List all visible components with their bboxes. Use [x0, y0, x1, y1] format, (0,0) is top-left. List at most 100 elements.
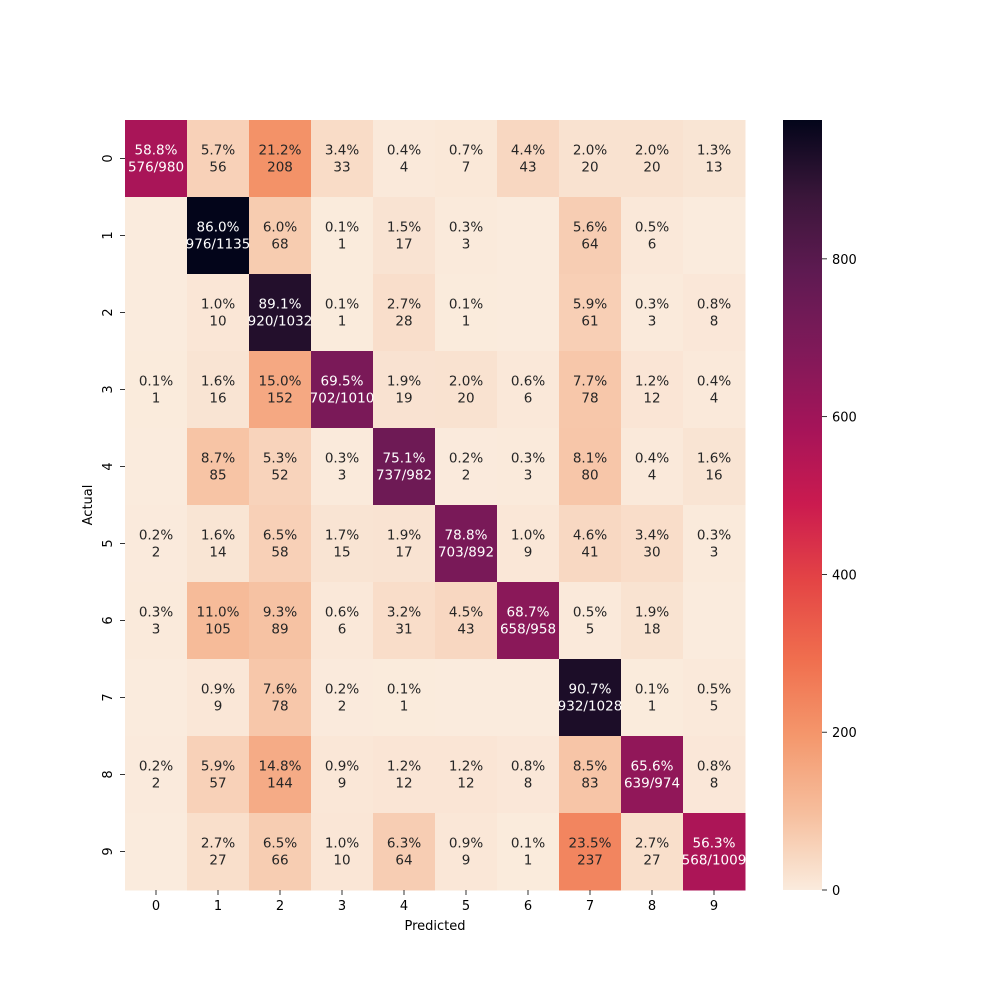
- cell-percent: 68.7%: [507, 605, 550, 621]
- cell-r8-c7: [559, 736, 622, 814]
- cell-r4-c1: [187, 428, 250, 506]
- cell-label-r9-c8: 2.7% 27: [635, 836, 669, 869]
- cell-count: 3: [524, 468, 533, 484]
- cell-label-r5-c9: 0.3% 3: [697, 528, 731, 561]
- cell-percent: 8.1%: [573, 451, 607, 467]
- cell-percent: 69.5%: [321, 374, 364, 390]
- cell-label-r0-c7: 2.0% 20: [573, 143, 607, 176]
- cell-r1-c7: [559, 197, 622, 275]
- cell-label-r5-c5: 78.8% 703/892: [438, 528, 494, 561]
- cell-count: 1: [648, 699, 657, 715]
- cell-percent: 0.3%: [511, 451, 545, 467]
- cell-percent: 0.5%: [697, 682, 731, 698]
- cell-r0-c4: [373, 120, 436, 198]
- cell-label-r0-c8: 2.0% 20: [635, 143, 669, 176]
- cell-r8-c9: [683, 736, 746, 814]
- cell-count: 80: [581, 468, 598, 484]
- cell-count: 20: [581, 160, 598, 176]
- cell-r6-c0: [125, 582, 188, 660]
- cell-count: 737/982: [376, 468, 432, 484]
- cell-label-r5-c6: 1.0% 9: [511, 528, 545, 561]
- cell-r9-c9: [683, 813, 746, 891]
- cell-count: 576/980: [128, 160, 184, 176]
- cell-r2-c3: [311, 274, 374, 352]
- cell-r9-c6: [497, 813, 560, 891]
- cell-count: 41: [581, 545, 598, 561]
- colorbar-tick-label-800: 800: [832, 253, 857, 268]
- cell-label-r1-c2: 6.0% 68: [263, 220, 297, 253]
- cell-r9-c4: [373, 813, 436, 891]
- cell-label-r1-c5: 0.3% 3: [449, 220, 483, 253]
- cell-percent: 0.4%: [387, 143, 421, 159]
- cell-r6-c7: [559, 582, 622, 660]
- cell-percent: 0.8%: [697, 297, 731, 313]
- cell-count: 8: [710, 776, 719, 792]
- cell-count: 976/1135: [186, 237, 251, 253]
- cell-r4-c4: [373, 428, 436, 506]
- cell-r0-c1: [187, 120, 250, 198]
- x-tick-label-5: 5: [462, 899, 470, 914]
- cell-r6-c6: [497, 582, 560, 660]
- cell-label-r8-c3: 0.9% 9: [325, 759, 359, 792]
- cell-r4-c9: [683, 428, 746, 506]
- colorbar-tick-label-400: 400: [832, 568, 857, 583]
- cell-label-r4-c2: 5.3% 52: [263, 451, 297, 484]
- cell-count: 56: [209, 160, 226, 176]
- cell-label-r3-c6: 0.6% 6: [511, 374, 545, 407]
- x-tick-label-2: 2: [276, 899, 284, 914]
- cell-count: 3: [152, 622, 161, 638]
- cell-count: 9: [524, 545, 533, 561]
- cell-r8-c3: [311, 736, 374, 814]
- cell-r8-c5: [435, 736, 498, 814]
- cell-label-r7-c3: 0.2% 2: [325, 682, 359, 715]
- cell-percent: 0.1%: [511, 836, 545, 852]
- y-tick-label-8: 8: [101, 770, 116, 778]
- cell-label-r3-c5: 2.0% 20: [449, 374, 483, 407]
- cell-count: 30: [643, 545, 660, 561]
- cell-label-r4-c7: 8.1% 80: [573, 451, 607, 484]
- cell-r2-c6: [497, 274, 560, 352]
- cell-percent: 2.7%: [635, 836, 669, 852]
- cell-percent: 1.0%: [325, 836, 359, 852]
- cell-count: 702/1010: [310, 391, 375, 407]
- cell-r2-c8: [621, 274, 684, 352]
- cell-r0-c6: [497, 120, 560, 198]
- cell-count: 57: [209, 776, 226, 792]
- cell-percent: 0.6%: [511, 374, 545, 390]
- cell-r8-c2: [249, 736, 312, 814]
- cell-r5-c9: [683, 505, 746, 583]
- cell-r3-c5: [435, 351, 498, 429]
- cell-percent: 8.7%: [201, 451, 235, 467]
- cell-r2-c9: [683, 274, 746, 352]
- cell-label-r6-c4: 3.2% 31: [387, 605, 421, 638]
- cell-percent: 6.5%: [263, 836, 297, 852]
- cell-r3-c9: [683, 351, 746, 429]
- cell-r8-c0: [125, 736, 188, 814]
- cell-count: 83: [581, 776, 598, 792]
- cell-r1-c4: [373, 197, 436, 275]
- cell-count: 28: [395, 314, 412, 330]
- cell-r9-c8: [621, 813, 684, 891]
- cell-percent: 5.3%: [263, 451, 297, 467]
- cell-percent: 6.0%: [263, 220, 297, 236]
- cell-r1-c5: [435, 197, 498, 275]
- cell-percent: 4.6%: [573, 528, 607, 544]
- cell-count: 920/1032: [248, 314, 313, 330]
- cell-r5-c2: [249, 505, 312, 583]
- cell-count: 703/892: [438, 545, 494, 561]
- y-tick-label-5: 5: [101, 539, 116, 547]
- x-axis-label: Predicted: [404, 919, 465, 934]
- cell-percent: 5.9%: [573, 297, 607, 313]
- cell-percent: 23.5%: [569, 836, 612, 852]
- cell-label-r9-c6: 0.1% 1: [511, 836, 545, 869]
- cell-count: 4: [648, 468, 657, 484]
- cell-count: 5: [586, 622, 595, 638]
- cell-label-r5-c2: 6.5% 58: [263, 528, 297, 561]
- cell-label-r2-c2: 89.1% 920/1032: [248, 297, 313, 330]
- cell-r6-c8: [621, 582, 684, 660]
- cell-r6-c2: [249, 582, 312, 660]
- cell-label-r6-c5: 4.5% 43: [449, 605, 483, 638]
- cell-count: 3: [338, 468, 347, 484]
- cell-percent: 65.6%: [631, 759, 674, 775]
- cell-r8-c1: [187, 736, 250, 814]
